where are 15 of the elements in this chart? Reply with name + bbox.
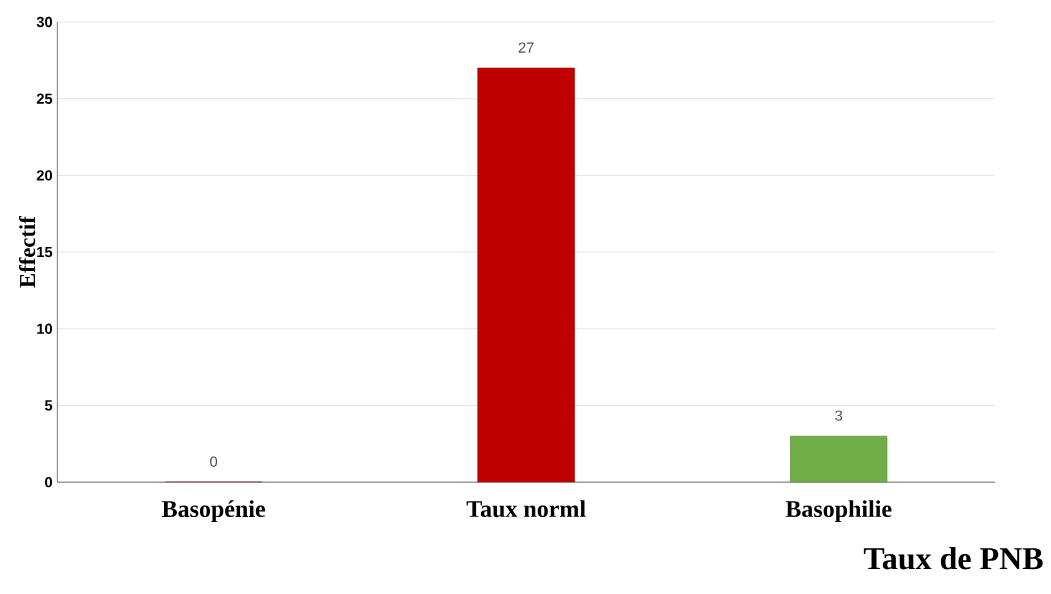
x-tick-label: Basopénie — [162, 500, 266, 522]
x-tick-label: Basophilie — [785, 500, 892, 522]
y-tick-label: 5 — [44, 400, 53, 411]
x-tick-label: Taux norml — [466, 500, 586, 518]
y-tick-label: 25 — [36, 93, 53, 104]
x-axis-title: Taux de PNB — [863, 546, 1043, 570]
y-tick-label: 10 — [37, 323, 53, 334]
y-tick-label: 0 — [45, 476, 53, 488]
y-tick-label: 30 — [36, 16, 53, 28]
y-tick-label: 15 — [37, 246, 53, 258]
data-label: 0 — [210, 456, 218, 467]
y-axis-title: Effectif — [18, 215, 36, 288]
data-label: 27 — [518, 42, 534, 53]
data-label: 3 — [835, 410, 843, 421]
y-tick-label: 20 — [36, 170, 53, 181]
